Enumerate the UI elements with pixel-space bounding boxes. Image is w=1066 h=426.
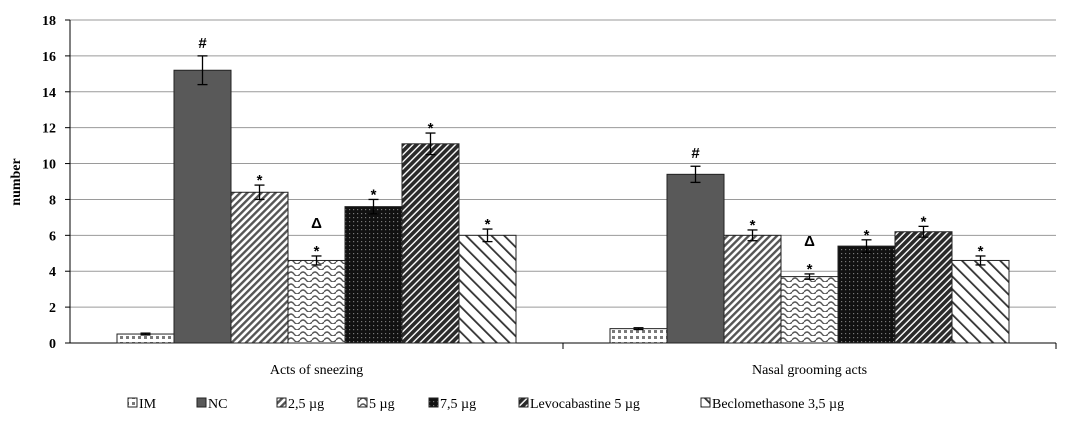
bar — [458, 234, 517, 344]
significance-mark: Δ — [311, 215, 322, 232]
legend-label: NC — [208, 397, 227, 412]
significance-mark: * — [485, 216, 491, 233]
bar — [837, 245, 896, 344]
legend-label: 5 µg — [369, 397, 395, 412]
legend-label: IM — [139, 397, 157, 412]
bar — [894, 231, 953, 344]
bar — [780, 276, 839, 344]
significance-mark: * — [257, 172, 263, 189]
significance-mark: Δ — [804, 233, 815, 250]
y-tick-label: 2 — [49, 301, 56, 316]
legend-label: Beclomethasone 3,5 µg — [712, 397, 844, 412]
significance-mark: * — [314, 243, 320, 260]
bar — [609, 328, 668, 344]
labels: 0 2 4 6 8 10 12 14 16 18 Acts of sneezing # * * Δ * * * Na… — [42, 14, 984, 378]
x-category-label: Nasal grooming acts — [752, 363, 867, 378]
significance-mark: # — [198, 35, 207, 52]
significance-mark: * — [921, 213, 927, 230]
legend-swatch — [196, 397, 207, 408]
bar — [230, 191, 289, 344]
bars — [116, 55, 1010, 344]
bar — [344, 206, 403, 344]
y-tick-label: 8 — [49, 193, 56, 208]
legend-swatch — [700, 397, 711, 408]
y-tick-label: 12 — [42, 122, 56, 137]
bar — [723, 234, 782, 344]
significance-mark: * — [371, 186, 377, 203]
y-tick-label: 6 — [49, 229, 56, 244]
significance-mark: * — [978, 243, 984, 260]
legend-label: 2,5 µg — [288, 397, 324, 412]
significance-mark: # — [691, 145, 700, 162]
legend-swatch — [127, 397, 138, 408]
bar — [951, 259, 1010, 344]
legend-swatch — [276, 397, 287, 408]
legend-swatch — [357, 397, 368, 408]
x-category-label: Acts of sneezing — [270, 363, 363, 378]
legend: IM NC 2,5 µg 5 µg 7,5 µg Levocabastine 5 µg Be… — [127, 397, 844, 412]
legend-label: 7,5 µg — [440, 397, 476, 412]
bar — [666, 173, 725, 344]
y-tick-label: 16 — [42, 50, 56, 65]
legend-swatch — [518, 397, 529, 408]
y-tick-label: 4 — [49, 265, 56, 280]
significance-mark: * — [864, 227, 870, 244]
legend-swatch — [428, 397, 439, 408]
bar — [173, 69, 232, 344]
y-tick-label: 18 — [42, 14, 56, 29]
bar — [401, 143, 460, 344]
y-tick-label: 14 — [42, 86, 56, 101]
significance-mark: * — [428, 120, 434, 137]
legend-label: Levocabastine 5 µg — [530, 397, 640, 412]
bar — [287, 259, 346, 344]
y-tick-label: 0 — [49, 337, 56, 352]
significance-mark: * — [807, 261, 813, 278]
y-tick-label: 10 — [42, 158, 56, 173]
significance-mark: * — [750, 217, 756, 234]
y-axis-label: number — [9, 158, 24, 205]
